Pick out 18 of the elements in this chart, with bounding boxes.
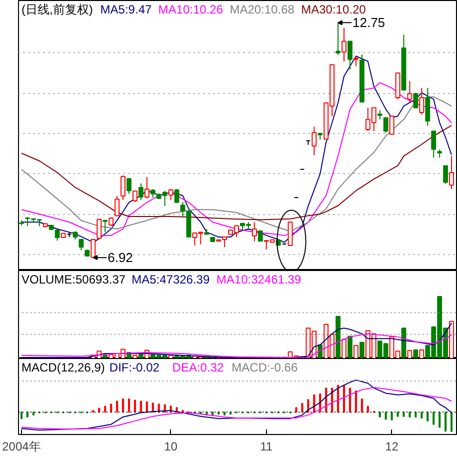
text: DIF:-0.02 (109, 360, 160, 374)
text: MA10:32461.39 (216, 272, 302, 286)
chart-title: VOLUME:50693.37 (22, 272, 126, 286)
chart-subtitle: MACD:-0.66 (232, 360, 298, 374)
text: MA5:9.47 (100, 2, 152, 16)
text: MA20:10.68 (230, 2, 295, 16)
annotation: 12.75 (352, 15, 386, 30)
chart-title: (日线,前复权) (22, 2, 93, 16)
x-tick-label: 11 (260, 440, 273, 454)
text: MA10:10.26 (158, 2, 224, 16)
chart-title: MACD(12,26,9) (22, 360, 105, 374)
text: DEA:0.32 (172, 360, 224, 374)
x-tick-label: 12 (385, 440, 399, 454)
text: MA5:47326.39 (132, 272, 210, 286)
text: MA30:10.20 (301, 2, 366, 16)
annotation: 6.92 (108, 250, 133, 266)
x-tick-label: 2004年 (2, 440, 41, 454)
x-tick-label: 10 (164, 440, 178, 454)
